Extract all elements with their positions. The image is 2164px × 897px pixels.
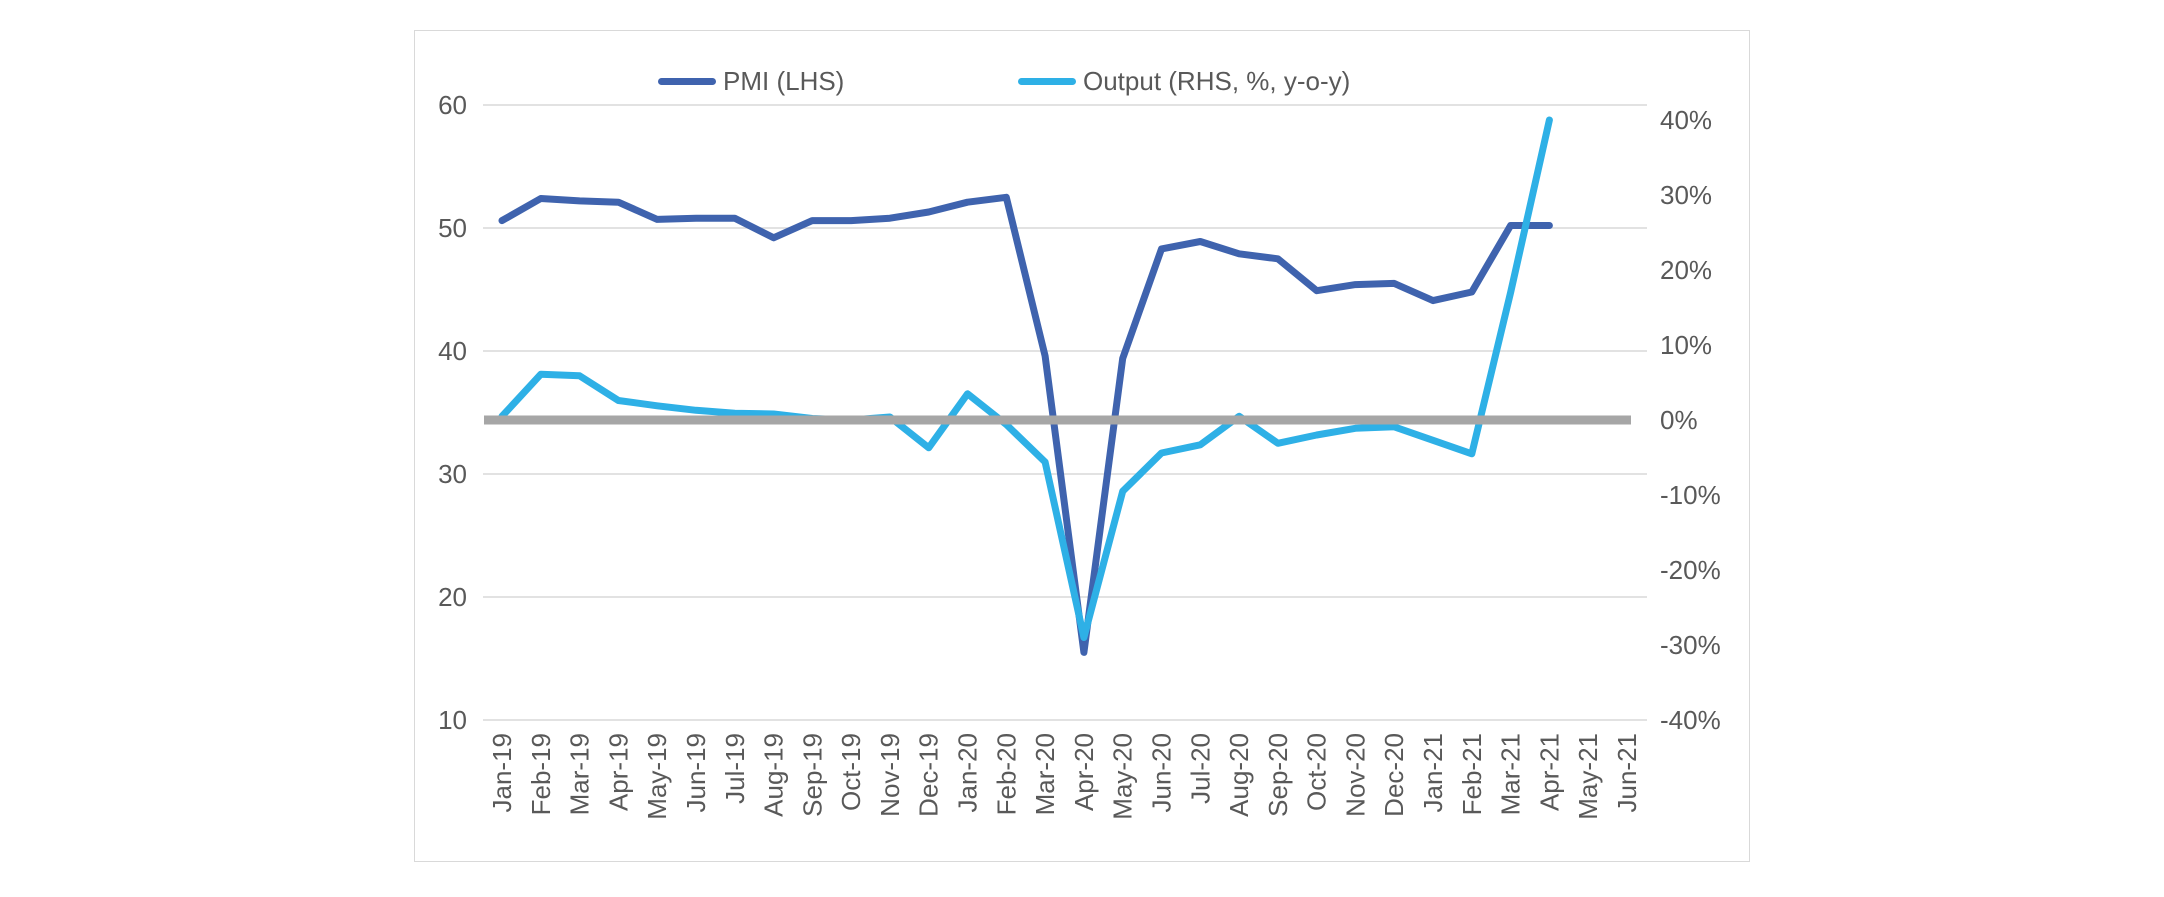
x-axis-label: Mar-21 [1496, 733, 1526, 815]
x-axis-label: Aug-20 [1224, 733, 1254, 817]
x-axis-label: Oct-20 [1302, 733, 1332, 811]
right-axis-tick-label: -20% [1660, 555, 1721, 585]
x-axis-label: Dec-19 [914, 733, 944, 817]
output-line [498, 116, 1553, 641]
left-axis-tick-label: 40 [438, 336, 467, 366]
x-axis-label: May-19 [642, 733, 672, 820]
chart-frame [414, 30, 1750, 862]
left-axis-tick-label: 10 [438, 705, 467, 735]
x-axis-label: Apr-21 [1534, 733, 1564, 811]
x-axis-label: Jul-20 [1185, 733, 1215, 804]
x-axis-label: Nov-19 [875, 733, 905, 817]
x-axis-label: Sep-20 [1263, 733, 1293, 817]
x-axis-label: May-20 [1108, 733, 1138, 820]
x-axis-label: Oct-19 [836, 733, 866, 811]
x-axis-label: Mar-20 [1030, 733, 1060, 815]
x-axis-label: May-21 [1573, 733, 1603, 820]
x-axis-label: Feb-20 [991, 733, 1021, 815]
right-axis-tick-label: 30% [1660, 180, 1712, 210]
right-axis-tick-label: 0% [1660, 405, 1698, 435]
x-axis-label: Jun-21 [1612, 733, 1642, 813]
right-axis-tick-label: 10% [1660, 330, 1712, 360]
x-axis-label: Jan-19 [487, 733, 517, 813]
x-axis-label: Nov-20 [1340, 733, 1370, 817]
left-axis-tick-label: 60 [438, 90, 467, 120]
x-axis-label: Jun-20 [1146, 733, 1176, 813]
x-axis-label: Jan-21 [1418, 733, 1448, 813]
pmi-line [498, 193, 1553, 656]
x-axis-label: Mar-19 [565, 733, 595, 815]
left-axis-tick-label: 30 [438, 459, 467, 489]
x-axis-label: Jan-20 [953, 733, 983, 813]
x-axis-label: Feb-21 [1457, 733, 1487, 815]
x-axis-label: Apr-20 [1069, 733, 1099, 811]
left-axis-tick-label: 50 [438, 213, 467, 243]
x-axis-label: Sep-19 [797, 733, 827, 817]
x-axis-label: Jun-19 [681, 733, 711, 813]
x-axis-label: Apr-19 [603, 733, 633, 811]
right-axis-tick-label: 20% [1660, 255, 1712, 285]
x-axis-label: Dec-20 [1379, 733, 1409, 817]
x-axis-label: Aug-19 [759, 733, 789, 817]
x-axis-label: Jul-19 [720, 733, 750, 804]
right-axis-tick-label: 40% [1660, 105, 1712, 135]
left-axis-tick-label: 20 [438, 582, 467, 612]
right-axis-tick-label: -10% [1660, 480, 1721, 510]
right-axis-tick-label: -30% [1660, 630, 1721, 660]
right-axis-tick-label: -40% [1660, 705, 1721, 735]
x-axis-label: Feb-19 [526, 733, 556, 815]
